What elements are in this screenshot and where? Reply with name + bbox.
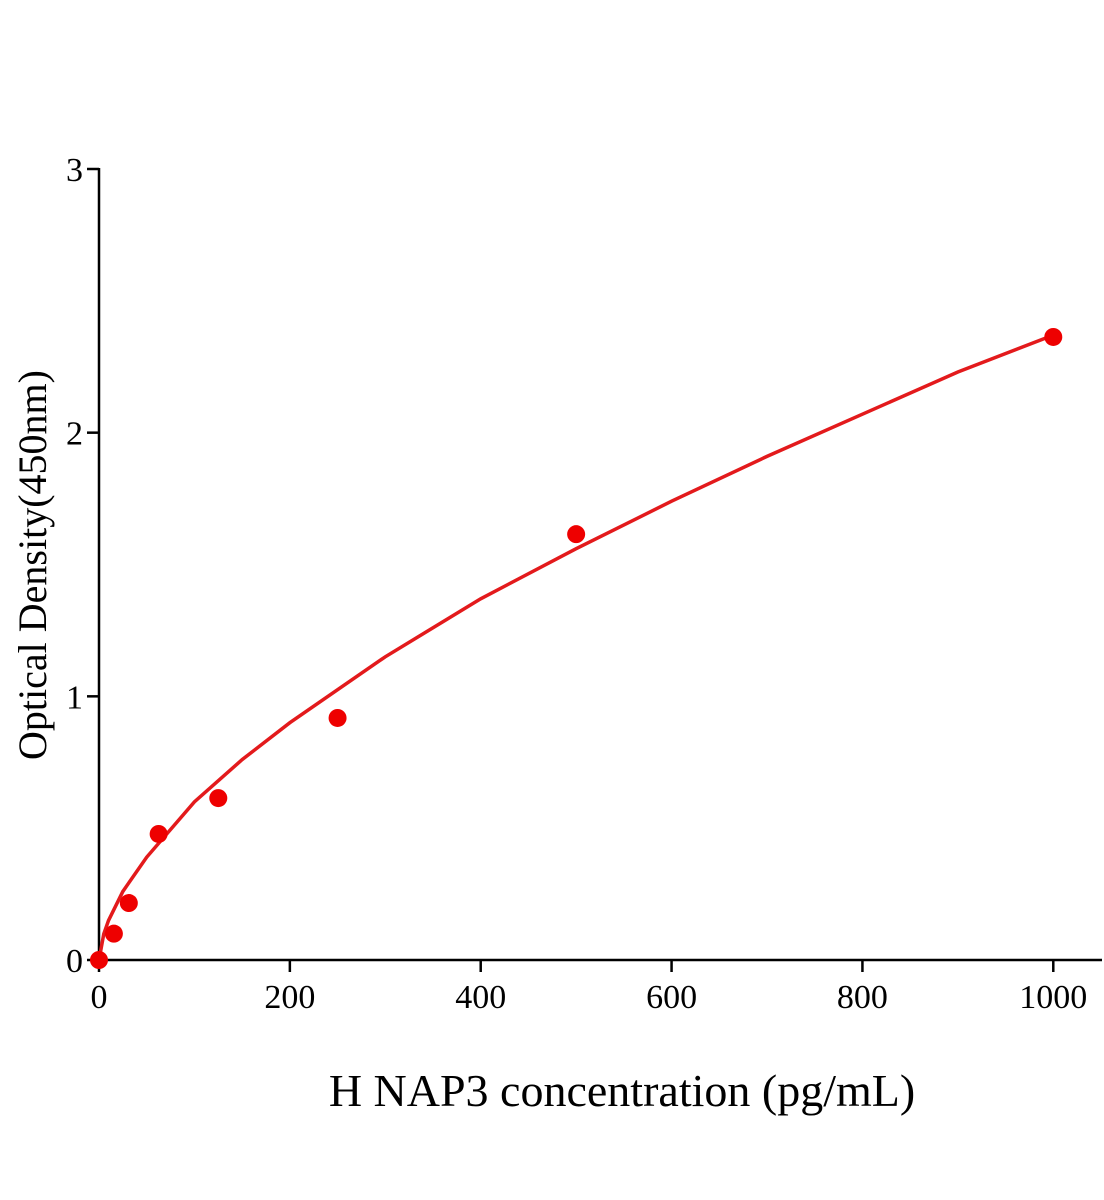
y-tick-label: 2 xyxy=(66,416,83,453)
x-axis-label: H NAP3 concentration (pg/mL) xyxy=(329,1065,915,1116)
fit-curve xyxy=(97,333,1054,961)
y-tick-label: 1 xyxy=(66,679,83,716)
x-tick-label: 600 xyxy=(646,979,697,1016)
y-axis-label: Optical Density(450nm) xyxy=(10,370,55,760)
data-point xyxy=(1044,327,1063,346)
y-tick-label: 3 xyxy=(66,152,83,189)
data-point xyxy=(90,951,108,969)
x-tick-label: 200 xyxy=(264,979,315,1016)
x-tick-label: 800 xyxy=(837,979,888,1016)
x-tick-label: 400 xyxy=(455,979,506,1016)
y-tick-label: 0 xyxy=(66,943,83,980)
data-point xyxy=(209,789,228,808)
data-point xyxy=(328,708,347,727)
data-point xyxy=(104,924,123,943)
x-tick-label: 0 xyxy=(91,979,108,1016)
data-point xyxy=(149,824,168,843)
x-tick-label: 1000 xyxy=(1019,979,1087,1016)
data-point xyxy=(567,525,586,544)
data-point xyxy=(119,894,138,913)
